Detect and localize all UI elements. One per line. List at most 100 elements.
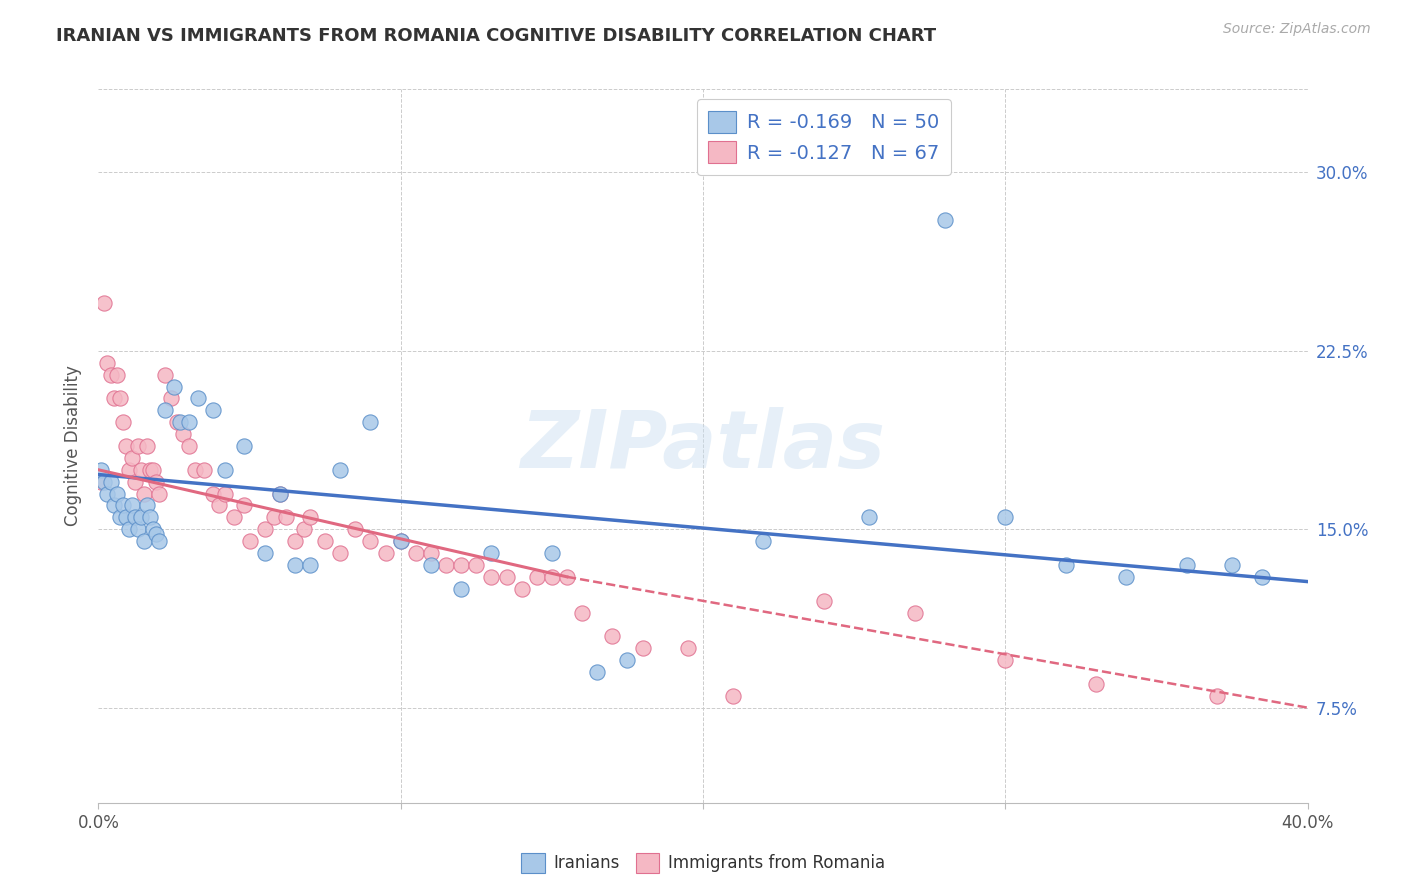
Legend: R = -0.169   N = 50, R = -0.127   N = 67: R = -0.169 N = 50, R = -0.127 N = 67 <box>697 99 950 175</box>
Point <box>148 486 170 500</box>
Point <box>208 499 231 513</box>
Point <box>103 499 125 513</box>
Point <box>586 665 609 679</box>
Point <box>602 629 624 643</box>
Point <box>495 570 517 584</box>
Point <box>129 510 152 524</box>
Point <box>434 558 457 572</box>
Point <box>202 403 225 417</box>
Point <box>224 510 246 524</box>
Point <box>540 570 562 584</box>
Point <box>172 427 194 442</box>
Point <box>90 463 112 477</box>
Point <box>723 689 745 703</box>
Point <box>389 534 412 549</box>
Point <box>299 558 322 572</box>
Point <box>153 368 176 382</box>
Point <box>284 558 307 572</box>
Text: Source: ZipAtlas.com: Source: ZipAtlas.com <box>1223 22 1371 37</box>
Point <box>450 558 472 572</box>
Point <box>111 415 134 429</box>
Point <box>214 463 236 477</box>
Point <box>813 593 835 607</box>
Point <box>1206 689 1229 703</box>
Point <box>329 463 352 477</box>
Point <box>132 534 155 549</box>
Point <box>202 486 225 500</box>
Point <box>145 527 167 541</box>
Point <box>232 439 254 453</box>
Point <box>214 486 236 500</box>
Point <box>465 558 488 572</box>
Point <box>858 510 880 524</box>
Point <box>420 558 443 572</box>
Point <box>108 392 131 406</box>
Point <box>263 510 285 524</box>
Point <box>510 582 533 596</box>
Point <box>1220 558 1243 572</box>
Point <box>148 534 170 549</box>
Point <box>344 522 367 536</box>
Point <box>142 522 165 536</box>
Point <box>111 499 134 513</box>
Point <box>139 463 162 477</box>
Point <box>103 392 125 406</box>
Point <box>389 534 412 549</box>
Point <box>1054 558 1077 572</box>
Point <box>571 606 593 620</box>
Point <box>90 475 112 489</box>
Point <box>239 534 262 549</box>
Point <box>481 570 503 584</box>
Point <box>274 510 297 524</box>
Point <box>93 475 115 489</box>
Point <box>752 534 775 549</box>
Point <box>405 546 427 560</box>
Point <box>169 415 191 429</box>
Point <box>616 653 638 667</box>
Point <box>994 510 1017 524</box>
Point <box>114 439 136 453</box>
Point <box>253 522 276 536</box>
Legend: Iranians, Immigrants from Romania: Iranians, Immigrants from Romania <box>515 847 891 880</box>
Point <box>132 486 155 500</box>
Text: IRANIAN VS IMMIGRANTS FROM ROMANIA COGNITIVE DISABILITY CORRELATION CHART: IRANIAN VS IMMIGRANTS FROM ROMANIA COGNI… <box>56 27 936 45</box>
Point <box>105 486 128 500</box>
Point <box>904 606 927 620</box>
Point <box>160 392 183 406</box>
Point <box>139 510 162 524</box>
Point <box>121 450 143 465</box>
Point <box>1085 677 1108 691</box>
Point <box>114 510 136 524</box>
Point <box>284 534 307 549</box>
Point <box>124 475 146 489</box>
Point <box>994 653 1017 667</box>
Point <box>329 546 352 560</box>
Point <box>135 439 157 453</box>
Point <box>631 641 654 656</box>
Point <box>269 486 291 500</box>
Point <box>360 415 382 429</box>
Point <box>187 392 209 406</box>
Point <box>1251 570 1274 584</box>
Point <box>96 356 118 370</box>
Point <box>179 439 201 453</box>
Point <box>127 522 149 536</box>
Point <box>420 546 443 560</box>
Point <box>1115 570 1137 584</box>
Point <box>253 546 276 560</box>
Point <box>540 546 562 560</box>
Point <box>153 403 176 417</box>
Point <box>166 415 188 429</box>
Point <box>135 499 157 513</box>
Point <box>108 510 131 524</box>
Point <box>184 463 207 477</box>
Point <box>163 379 186 393</box>
Point <box>1175 558 1198 572</box>
Point <box>121 499 143 513</box>
Point <box>292 522 315 536</box>
Point <box>129 463 152 477</box>
Point <box>124 510 146 524</box>
Point <box>555 570 578 584</box>
Point <box>360 534 382 549</box>
Point <box>118 522 141 536</box>
